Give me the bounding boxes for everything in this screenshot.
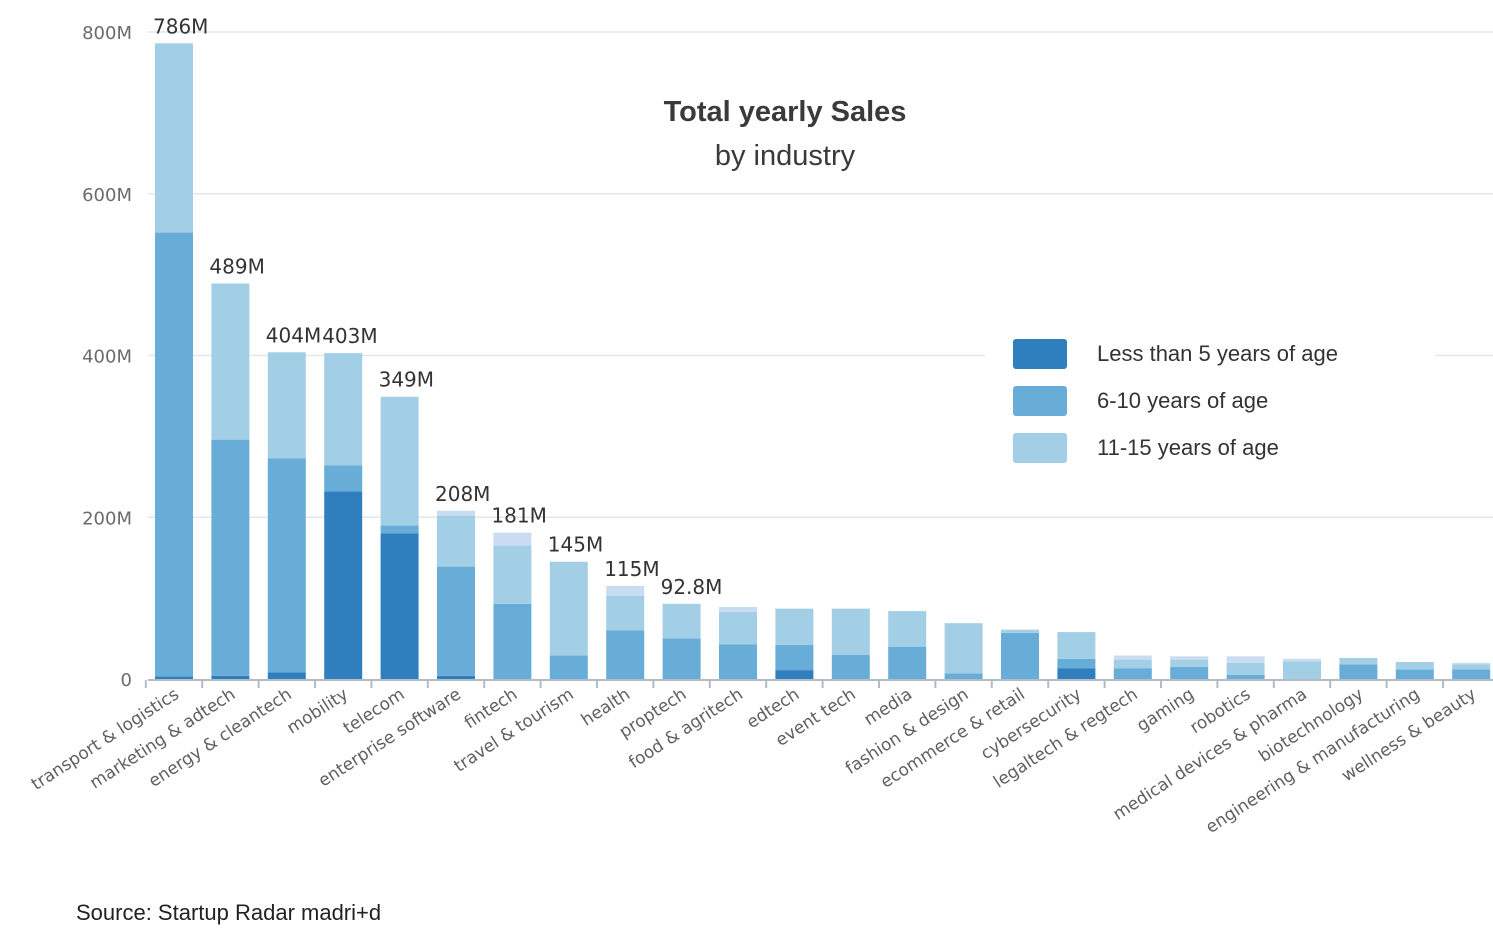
bar-segment-marketing-and-adtech-s1: [211, 439, 250, 676]
bar-segment-legaltech-and-regtech-s2: [1113, 659, 1152, 669]
y-tick-label: 800M: [82, 23, 132, 44]
bar-segment-travel-and-tourism-s1: [549, 655, 588, 679]
bar-segment-food-and-agritech-s2: [719, 611, 757, 645]
chart-subtitle: by industry: [714, 140, 856, 172]
bar-segment-medical-devices-and-pharma-s2: [1283, 661, 1321, 679]
legend-swatch-11-15-years-of-age: [1013, 433, 1067, 463]
bar-segment-gaming-s3: [1170, 656, 1209, 660]
data-label-energy-and-cleantech: 404M: [266, 323, 321, 347]
bar-segment-health-s2: [606, 595, 645, 631]
y-tick-label: 200M: [82, 508, 132, 529]
bar-segment-fintech-s3: [493, 532, 532, 546]
data-label-proptech: 92.8M: [661, 575, 723, 599]
bar-segment-fashion-and-design-s1: [944, 673, 983, 679]
bar-segment-transport-and-logistics-s1: [155, 232, 193, 677]
bar-segment-wellness-and-beauty-s1: [1452, 669, 1491, 679]
data-label-telecom: 349M: [379, 368, 434, 392]
data-label-enterprise-software: 208M: [435, 482, 490, 506]
bar-segment-gaming-s1: [1170, 666, 1209, 679]
y-tick-label: 600M: [82, 185, 132, 206]
bar-segment-media-s2: [888, 611, 927, 647]
data-label-travel-and-tourism: 145M: [548, 533, 603, 557]
bar-segment-cybersecurity-s2: [1057, 632, 1096, 659]
bar-segment-edtech-s2: [775, 608, 814, 646]
source-note: Source: Startup Radar madri+d: [76, 900, 382, 925]
bar-segment-biotechnology-s1: [1339, 664, 1378, 679]
legend-label-6-10-years-of-age: 6-10 years of age: [1097, 388, 1268, 413]
bar-segment-health-s1: [606, 630, 645, 679]
legend-label-11-15-years-of-age: 11-15 years of age: [1097, 435, 1279, 460]
bar-segment-energy-and-cleantech-s2: [267, 352, 306, 459]
bar-segment-fintech-s2: [493, 545, 532, 604]
bar-segment-legaltech-and-regtech-s3: [1113, 655, 1152, 660]
bar-segment-mobility-s0: [324, 491, 363, 679]
bar-segment-marketing-and-adtech-s0: [211, 675, 250, 679]
chart-title: Total yearly Sales: [663, 96, 907, 128]
bar-segment-cybersecurity-s0: [1057, 668, 1096, 679]
legend-label-less-than-5-years-of-age: Less than 5 years of age: [1097, 341, 1338, 366]
legend: Less than 5 years of age 6-10 years of ag…: [985, 330, 1435, 480]
bar-segment-media-s1: [888, 646, 927, 679]
bar-segment-telecom-s0: [380, 533, 419, 679]
bar-segment-wellness-and-beauty-s3: [1452, 662, 1491, 665]
x-tick-label-mobility: mobility: [283, 684, 351, 738]
bar-segment-telecom-s1: [380, 525, 419, 534]
bar-segment-ecommerce-and-retail-s1: [1001, 632, 1039, 679]
bar-segment-legaltech-and-regtech-s1: [1113, 668, 1152, 679]
bar-segment-robotics-s1: [1226, 674, 1265, 679]
data-label-mobility: 403M: [322, 324, 377, 348]
bar-segment-marketing-and-adtech-s2: [211, 283, 250, 440]
bar-segment-engineering-and-manufacturing-s1: [1395, 669, 1434, 679]
legend-swatch-less-than-5-years-of-age: [1013, 339, 1067, 369]
bar-segment-enterprise-software-s0: [437, 675, 475, 679]
legend-swatch-6-10-years-of-age: [1013, 386, 1067, 416]
x-axis: [144, 679, 1493, 688]
bar-segment-ecommerce-and-retail-s2: [1001, 629, 1039, 633]
bar-segment-medical-devices-and-pharma-s3: [1283, 658, 1321, 662]
bar-segment-food-and-agritech-s1: [719, 644, 757, 679]
bar-segment-enterprise-software-s3: [437, 510, 475, 516]
bar-segment-energy-and-cleantech-s1: [267, 458, 306, 673]
bar-segment-transport-and-logistics-s0: [155, 676, 193, 679]
bar-segment-proptech-s1: [662, 638, 701, 679]
bar-segment-travel-and-tourism-s2: [549, 561, 588, 656]
y-tick-label: 0: [121, 670, 132, 691]
data-label-marketing-and-adtech: 489M: [209, 255, 264, 279]
y-axis-tick-labels: 0 200M 400M 600M 800M: [82, 23, 132, 691]
bar-segment-engineering-and-manufacturing-s2: [1395, 662, 1434, 670]
bar-segment-edtech-s1: [775, 645, 814, 671]
bar-segment-event-tech-s1: [831, 654, 870, 679]
bar-segment-transport-and-logistics-s2: [155, 43, 193, 233]
bar-segment-mobility-s2: [324, 353, 363, 466]
bar-segment-robotics-s3: [1226, 656, 1265, 663]
bars: [155, 43, 1491, 679]
bar-segment-biotechnology-s2: [1339, 657, 1378, 665]
bar-segment-enterprise-software-s1: [437, 566, 475, 676]
x-tick-label-gaming: gaming: [1133, 684, 1198, 736]
bar-segment-health-s3: [606, 585, 645, 596]
bar-segment-mobility-s1: [324, 465, 363, 492]
bar-segment-energy-and-cleantech-s0: [267, 672, 306, 679]
bar-segment-telecom-s2: [380, 396, 419, 526]
bar-segment-fintech-s1: [493, 603, 532, 679]
bar-segment-event-tech-s2: [831, 608, 870, 655]
y-tick-label: 400M: [82, 347, 132, 368]
bar-segment-edtech-s0: [775, 670, 814, 679]
bar-segment-robotics-s2: [1226, 662, 1265, 675]
bar-segment-enterprise-software-s2: [437, 515, 475, 567]
bar-segment-gaming-s2: [1170, 659, 1209, 667]
bar-segment-proptech-s2: [662, 603, 701, 639]
data-label-transport-and-logistics: 786M: [153, 14, 208, 38]
bar-segment-cybersecurity-s1: [1057, 658, 1096, 669]
data-label-health: 115M: [604, 557, 659, 581]
bar-segment-fashion-and-design-s2: [944, 623, 983, 674]
bar-segment-food-and-agritech-s3: [719, 607, 757, 612]
bar-segment-wellness-and-beauty-s2: [1452, 664, 1491, 670]
data-label-fintech: 181M: [491, 504, 546, 528]
